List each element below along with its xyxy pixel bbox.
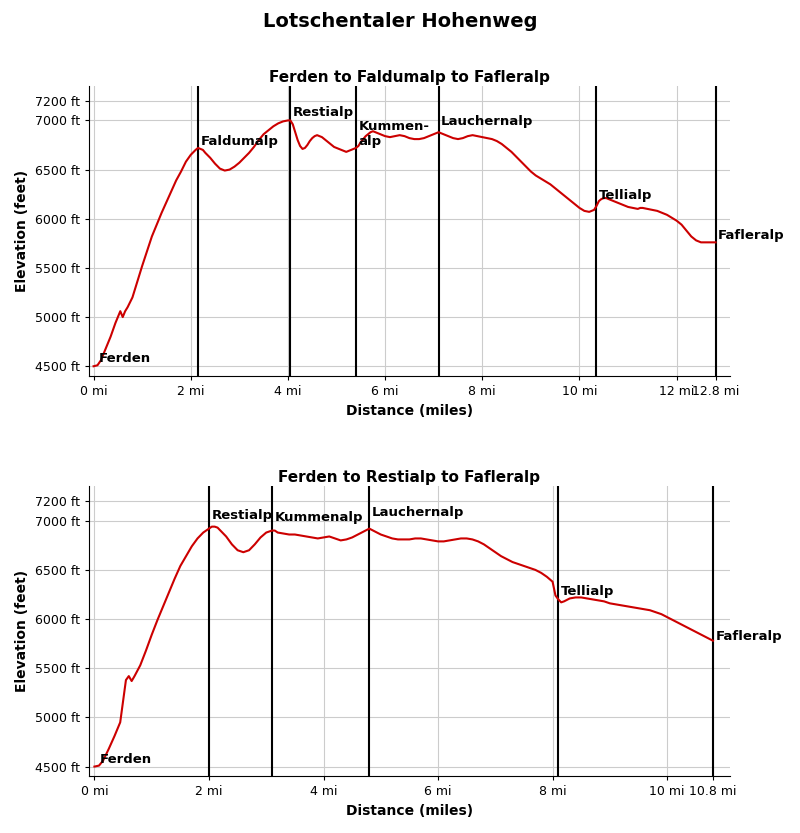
Text: Restialp: Restialp xyxy=(293,107,354,119)
Text: Fafleralp: Fafleralp xyxy=(718,229,785,242)
Text: Tellialp: Tellialp xyxy=(599,189,652,202)
Y-axis label: Elevation (feet): Elevation (feet) xyxy=(15,170,29,292)
Text: Restialp: Restialp xyxy=(212,509,273,521)
Text: Lauchernalp: Lauchernalp xyxy=(441,115,534,128)
Text: Faldumalp: Faldumalp xyxy=(201,135,278,148)
Text: Tellialp: Tellialp xyxy=(561,586,614,598)
Text: Lotschentaler Hohenweg: Lotschentaler Hohenweg xyxy=(262,12,538,32)
Title: Ferden to Faldumalp to Fafleralp: Ferden to Faldumalp to Fafleralp xyxy=(269,70,550,85)
Text: Ferden: Ferden xyxy=(100,752,152,766)
Text: Kummen-
alp: Kummen- alp xyxy=(358,120,430,148)
Title: Ferden to Restialp to Fafleralp: Ferden to Restialp to Fafleralp xyxy=(278,470,541,485)
Text: Ferden: Ferden xyxy=(98,352,150,365)
Text: Lauchernalp: Lauchernalp xyxy=(372,506,465,519)
Text: Fafleralp: Fafleralp xyxy=(716,630,782,643)
X-axis label: Distance (miles): Distance (miles) xyxy=(346,404,473,417)
Y-axis label: Elevation (feet): Elevation (feet) xyxy=(15,571,29,692)
X-axis label: Distance (miles): Distance (miles) xyxy=(346,804,473,818)
Text: Kummenalp: Kummenalp xyxy=(275,511,363,524)
